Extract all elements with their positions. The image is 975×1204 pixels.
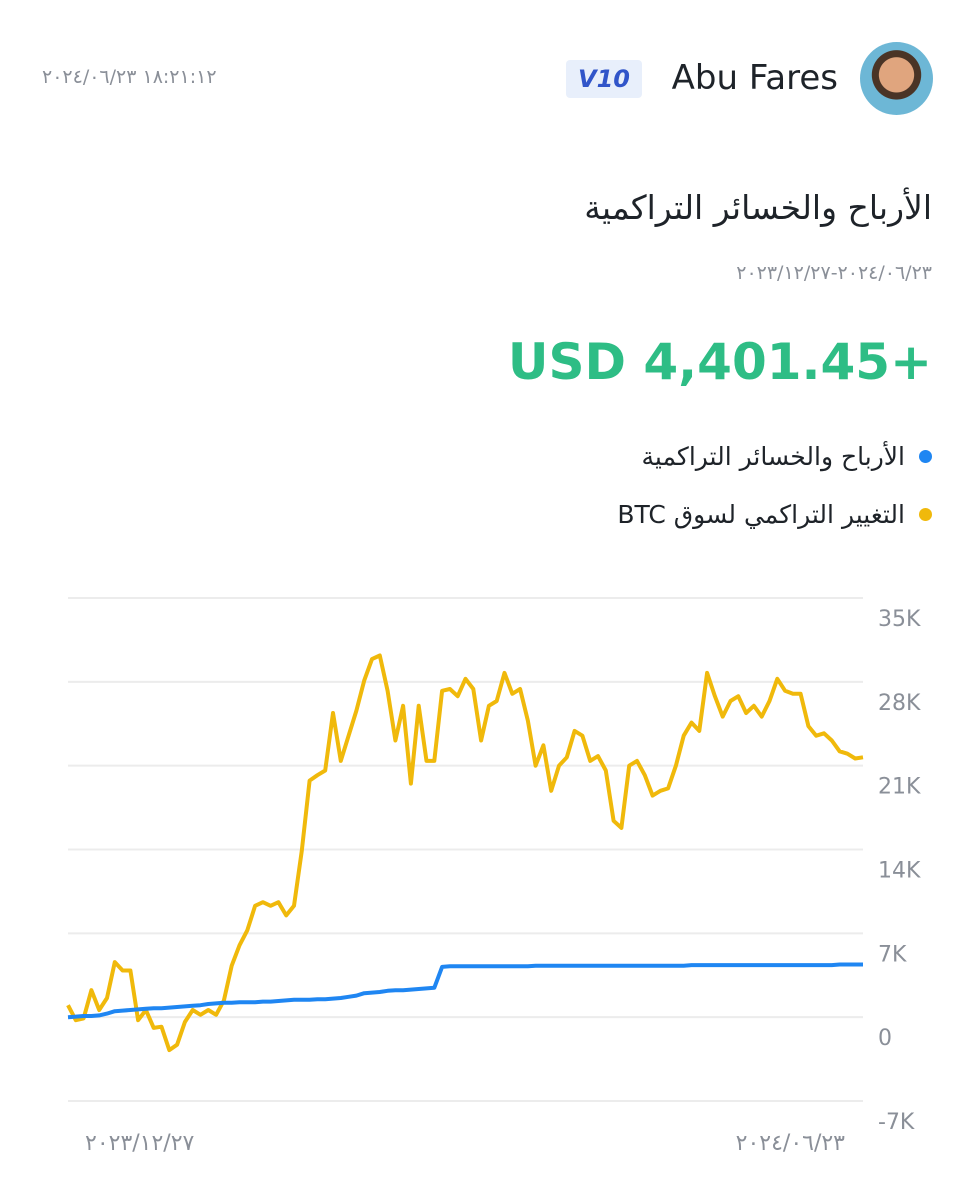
y-tick-label: -7K [878, 1110, 915, 1135]
legend-dot [919, 508, 932, 521]
x-tick-label: ٢٠٢٣/١٢/٢٧ [85, 1131, 195, 1156]
y-tick-label: 7K [878, 942, 907, 967]
y-tick-label: 14K [878, 859, 921, 884]
timestamp: ١٨:٢١:١٢ ٢٠٢٤/٠٦/٢٣ [42, 66, 217, 88]
avatar[interactable] [860, 42, 933, 115]
series-line [67, 962, 863, 1020]
legend-label: التغيير التراكمي لسوق BTC [617, 500, 905, 529]
date-range: ٢٠٢٤/٠٦/٢٣-٢٠٢٣/١٢/٢٧ [736, 262, 932, 284]
username[interactable]: Abu Fares [671, 58, 838, 98]
total-pnl: USD 4,401.45+ [507, 333, 932, 391]
y-tick-label: 35K [878, 607, 921, 632]
vip-badge: V10 [566, 60, 642, 98]
series-line [66, 653, 864, 1053]
legend-item[interactable]: التغيير التراكمي لسوق BTC [617, 500, 932, 529]
legend-dot [919, 450, 932, 463]
y-tick-label: 0 [878, 1026, 892, 1051]
x-tick-label: ٢٠٢٤/٠٦/٢٣ [736, 1131, 846, 1156]
y-tick-label: 21K [878, 775, 921, 800]
section-title: الأرباح والخسائر التراكمية [584, 188, 932, 227]
y-tick-label: 28K [878, 691, 921, 716]
legend-label: الأرباح والخسائر التراكمية [641, 442, 905, 471]
legend-item[interactable]: الأرباح والخسائر التراكمية [642, 442, 932, 471]
